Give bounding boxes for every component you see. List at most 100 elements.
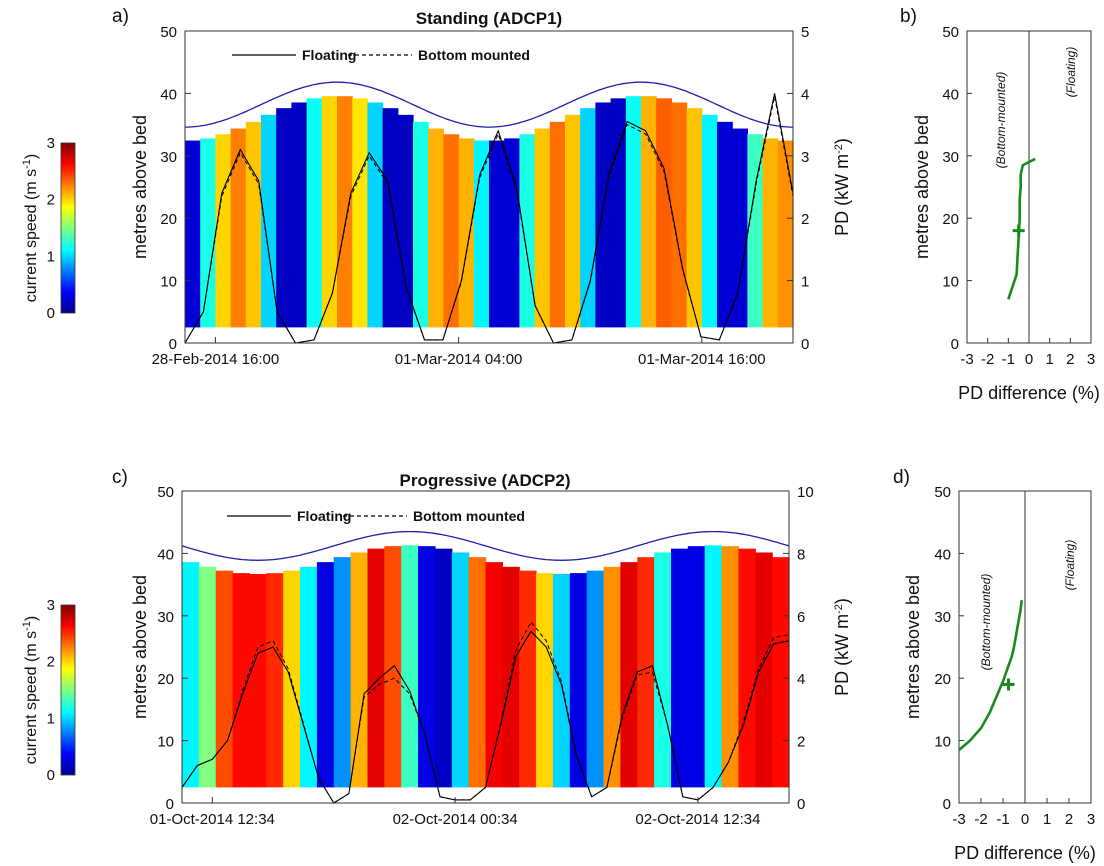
panel-a-xtick-2: 01-Mar-2014 16:00 xyxy=(638,351,766,368)
panel-a-speed-bin-34 xyxy=(701,114,718,328)
panel-d-ytick-50: 50 xyxy=(934,484,951,501)
colorbar-top-ticks: 0 1 2 3 xyxy=(47,135,55,322)
panel-b-mean-marker xyxy=(1012,224,1025,237)
panel-d-ylabel: metres above bed xyxy=(903,575,923,719)
panel-a-y2tick-0: 0 xyxy=(801,336,809,353)
panel-a-y2tick-5: 5 xyxy=(801,24,809,41)
panel-c-speed-bin-35 xyxy=(772,557,790,788)
panel-a-speed-bin-14 xyxy=(397,114,414,328)
panel-c-x-ticks: 01-Oct-2014 12:34 02-Oct-2014 00:34 02-Oct… xyxy=(150,797,760,828)
colorbar-top-tick-3: 3 xyxy=(47,135,55,152)
panel-a-speed-bin-26 xyxy=(580,108,596,328)
panel-c-speed-bin-15 xyxy=(434,548,453,788)
panel-c-y2tick-0: 0 xyxy=(797,796,805,813)
panel-d-x-ticks: -3 -2 -1 0 1 2 3 xyxy=(952,798,1095,828)
panel-a-speed-bin-32 xyxy=(671,102,688,328)
panel-a-speed-bin-38 xyxy=(762,138,779,328)
panel-c-xtick-2: 02-Oct-2014 12:34 xyxy=(635,811,760,828)
panel-a-heatmap xyxy=(185,96,794,328)
panel-b-ytick-10: 10 xyxy=(942,274,959,291)
panel-a-title: Standing (ADCP1) xyxy=(416,9,562,28)
panel-a-speed-bin-3 xyxy=(230,128,247,328)
panel-c-speed-bin-14 xyxy=(418,546,436,788)
panel-c-ytick-50: 50 xyxy=(157,484,174,501)
panel-c-speed-bin-21 xyxy=(536,573,554,788)
panel-d-ytick-30: 30 xyxy=(934,609,951,626)
panel-b-tag: b) xyxy=(900,6,917,27)
panel-c-ytick-30: 30 xyxy=(157,609,174,626)
panel-c-ytick-10: 10 xyxy=(157,734,174,751)
panel-c-xtick-1: 02-Oct-2014 00:34 xyxy=(393,811,518,828)
colorbar-top-tick-2: 2 xyxy=(47,192,55,209)
panel-c-heatmap xyxy=(182,545,790,788)
colorbar-bottom-tick-0: 0 xyxy=(47,767,55,784)
panel-c-speed-bin-7 xyxy=(300,566,318,788)
panel-a-speed-bin-2 xyxy=(215,134,232,328)
panel-c-y2label: PD (kW m-2) xyxy=(832,598,852,696)
panel-d-xlabel: PD difference (%) xyxy=(954,843,1096,863)
panel-c-speed-bin-5 xyxy=(266,573,284,788)
panel-c-y2tick-2: 2 xyxy=(797,734,805,751)
panel-b-ytick-20: 20 xyxy=(942,211,959,228)
panel-a-speed-bin-21 xyxy=(504,138,520,328)
panel-a-left-ticks: 0 10 20 30 40 50 xyxy=(160,24,191,353)
colorbar-top: 0 1 2 3 current speed (m s-1) xyxy=(21,135,76,322)
panel-a-ytick-20: 20 xyxy=(160,211,177,228)
panel-c-speed-bin-26 xyxy=(620,562,638,788)
panel-c-speed-bin-28 xyxy=(654,552,672,788)
panel-c-speed-bin-27 xyxy=(637,557,655,788)
panel-a-speed-bin-5 xyxy=(261,114,277,328)
panel-a-speed-bin-25 xyxy=(565,114,581,328)
panel-b-ytick-50: 50 xyxy=(942,24,959,41)
panel-a-speed-bin-35 xyxy=(717,121,733,328)
panel-a-speed-bin-13 xyxy=(382,108,399,328)
panel-a-speed-bin-10 xyxy=(337,96,353,328)
panel-a-ytick-0: 0 xyxy=(169,336,177,353)
panel-d-xtick--3: -3 xyxy=(952,811,965,828)
panel-a-speed-bin-29 xyxy=(625,96,642,328)
panel-b-ytick-0: 0 xyxy=(951,336,959,353)
panel-a-speed-bin-30 xyxy=(641,96,657,328)
colorbar-bottom: 0 1 2 3 current speed (m s-1) xyxy=(21,597,76,784)
panel-b-xtick--1: -1 xyxy=(1002,351,1015,368)
panel-b-xtick-1: 1 xyxy=(1045,351,1053,368)
panel-b-xtick--3: -3 xyxy=(960,351,973,368)
panel-c-speed-bin-10 xyxy=(350,552,369,788)
panel-a-speed-bin-36 xyxy=(732,128,748,328)
panel-d-annotation-floating: (Floating) xyxy=(1063,540,1077,591)
panel-c-speed-bin-23 xyxy=(569,573,588,788)
panel-b-x-ticks: -3 -2 -1 0 1 2 3 xyxy=(960,338,1095,368)
panel-c-speed-bin-3 xyxy=(232,573,251,788)
panel-c-legend-floating-label: Floating xyxy=(297,508,351,524)
panel-c-speed-bin-13 xyxy=(401,545,419,788)
panel-b-profile-line xyxy=(1007,157,1036,300)
panel-d-xtick-2: 2 xyxy=(1065,811,1073,828)
panel-c-speed-bin-31 xyxy=(704,545,723,788)
panel-a-speed-bin-1 xyxy=(200,138,216,328)
panel-a-y2tick-2: 2 xyxy=(801,211,809,228)
panel-a-legend: Floating Bottom mounted xyxy=(232,47,530,63)
panel-c-legend-bottom-label: Bottom mounted xyxy=(413,508,525,524)
panel-c-legend: Floating Bottom mounted xyxy=(227,508,525,524)
colorbar-top-tick-1: 1 xyxy=(47,248,55,265)
panel-b-annotation-bottom: (Bottom-mounted) xyxy=(994,72,1008,169)
panel-c-speed-bin-8 xyxy=(316,562,335,788)
panel-c-speed-bin-11 xyxy=(367,548,385,788)
panel-a-ytick-30: 30 xyxy=(160,149,177,166)
panel-a-legend-floating-label: Floating xyxy=(302,47,356,63)
panel-b-xtick-0: 0 xyxy=(1025,351,1033,368)
panel-a-legend-bottom-label: Bottom mounted xyxy=(418,47,530,63)
panel-c-speed-bin-29 xyxy=(670,548,689,788)
panel-d-y-ticks: 0 10 20 30 40 50 xyxy=(934,484,964,813)
panel-a-axes-box xyxy=(184,30,794,344)
panel-a-speed-bin-31 xyxy=(656,98,672,328)
panel-a-surface-line xyxy=(185,81,793,128)
panel-a-ylabel: metres above bed xyxy=(130,115,150,259)
panel-c-ytick-0: 0 xyxy=(166,796,174,813)
panel-c-speed-bin-17 xyxy=(468,557,487,788)
panel-a-speed-bin-18 xyxy=(458,138,475,328)
panel-c-speed-bin-6 xyxy=(283,570,301,788)
panel-b-ylabel: metres above bed xyxy=(912,115,932,259)
